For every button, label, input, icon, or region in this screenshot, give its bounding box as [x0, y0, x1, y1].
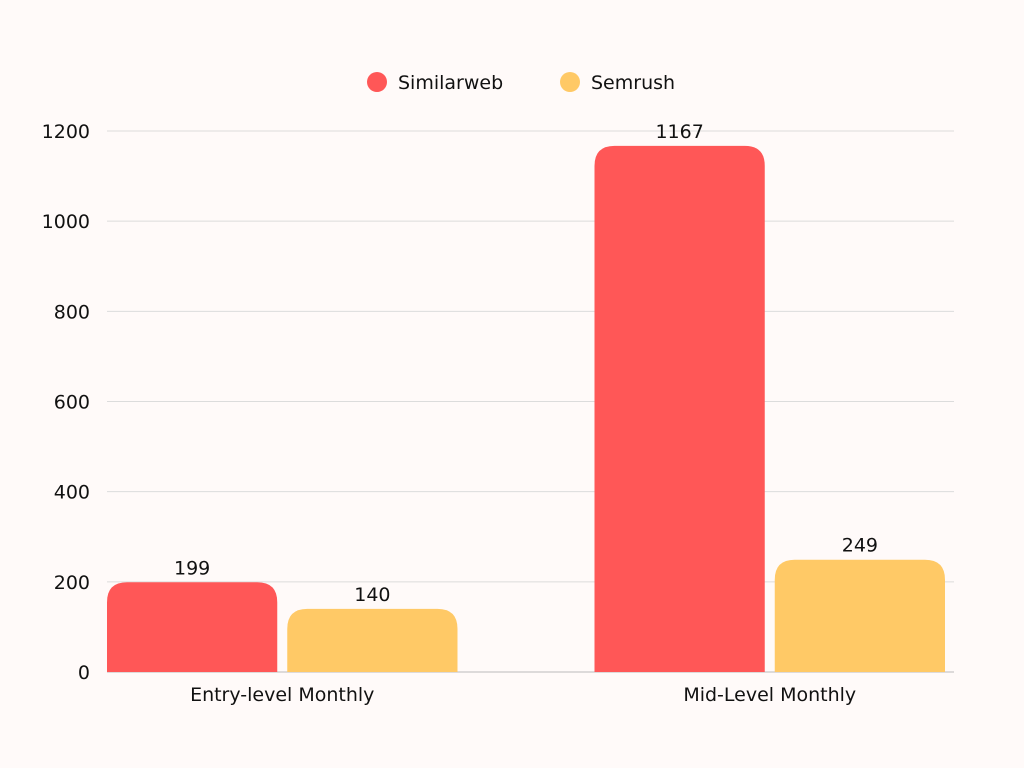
x-tick-label: Mid-Level Monthly [683, 684, 856, 706]
data-label: 249 [842, 535, 878, 557]
legend-marker [367, 72, 387, 92]
x-tick-label: Entry-level Monthly [190, 684, 374, 706]
bar [774, 559, 945, 672]
bar [594, 145, 765, 672]
y-tick-label: 400 [54, 482, 90, 504]
legend-label: Semrush [591, 72, 675, 94]
y-tick-label: 200 [54, 572, 90, 594]
data-label: 199 [174, 557, 210, 579]
legend-marker [560, 72, 580, 92]
y-tick-label: 1200 [42, 121, 90, 143]
data-label: 140 [354, 584, 390, 606]
y-tick-label: 1000 [42, 211, 90, 233]
data-label: 1167 [655, 121, 703, 143]
legend-label: Similarweb [398, 72, 503, 94]
y-tick-label: 800 [54, 301, 90, 323]
y-tick-label: 600 [54, 392, 90, 414]
y-tick-label: 0 [78, 662, 90, 684]
bar [107, 582, 278, 672]
bar [287, 608, 458, 672]
